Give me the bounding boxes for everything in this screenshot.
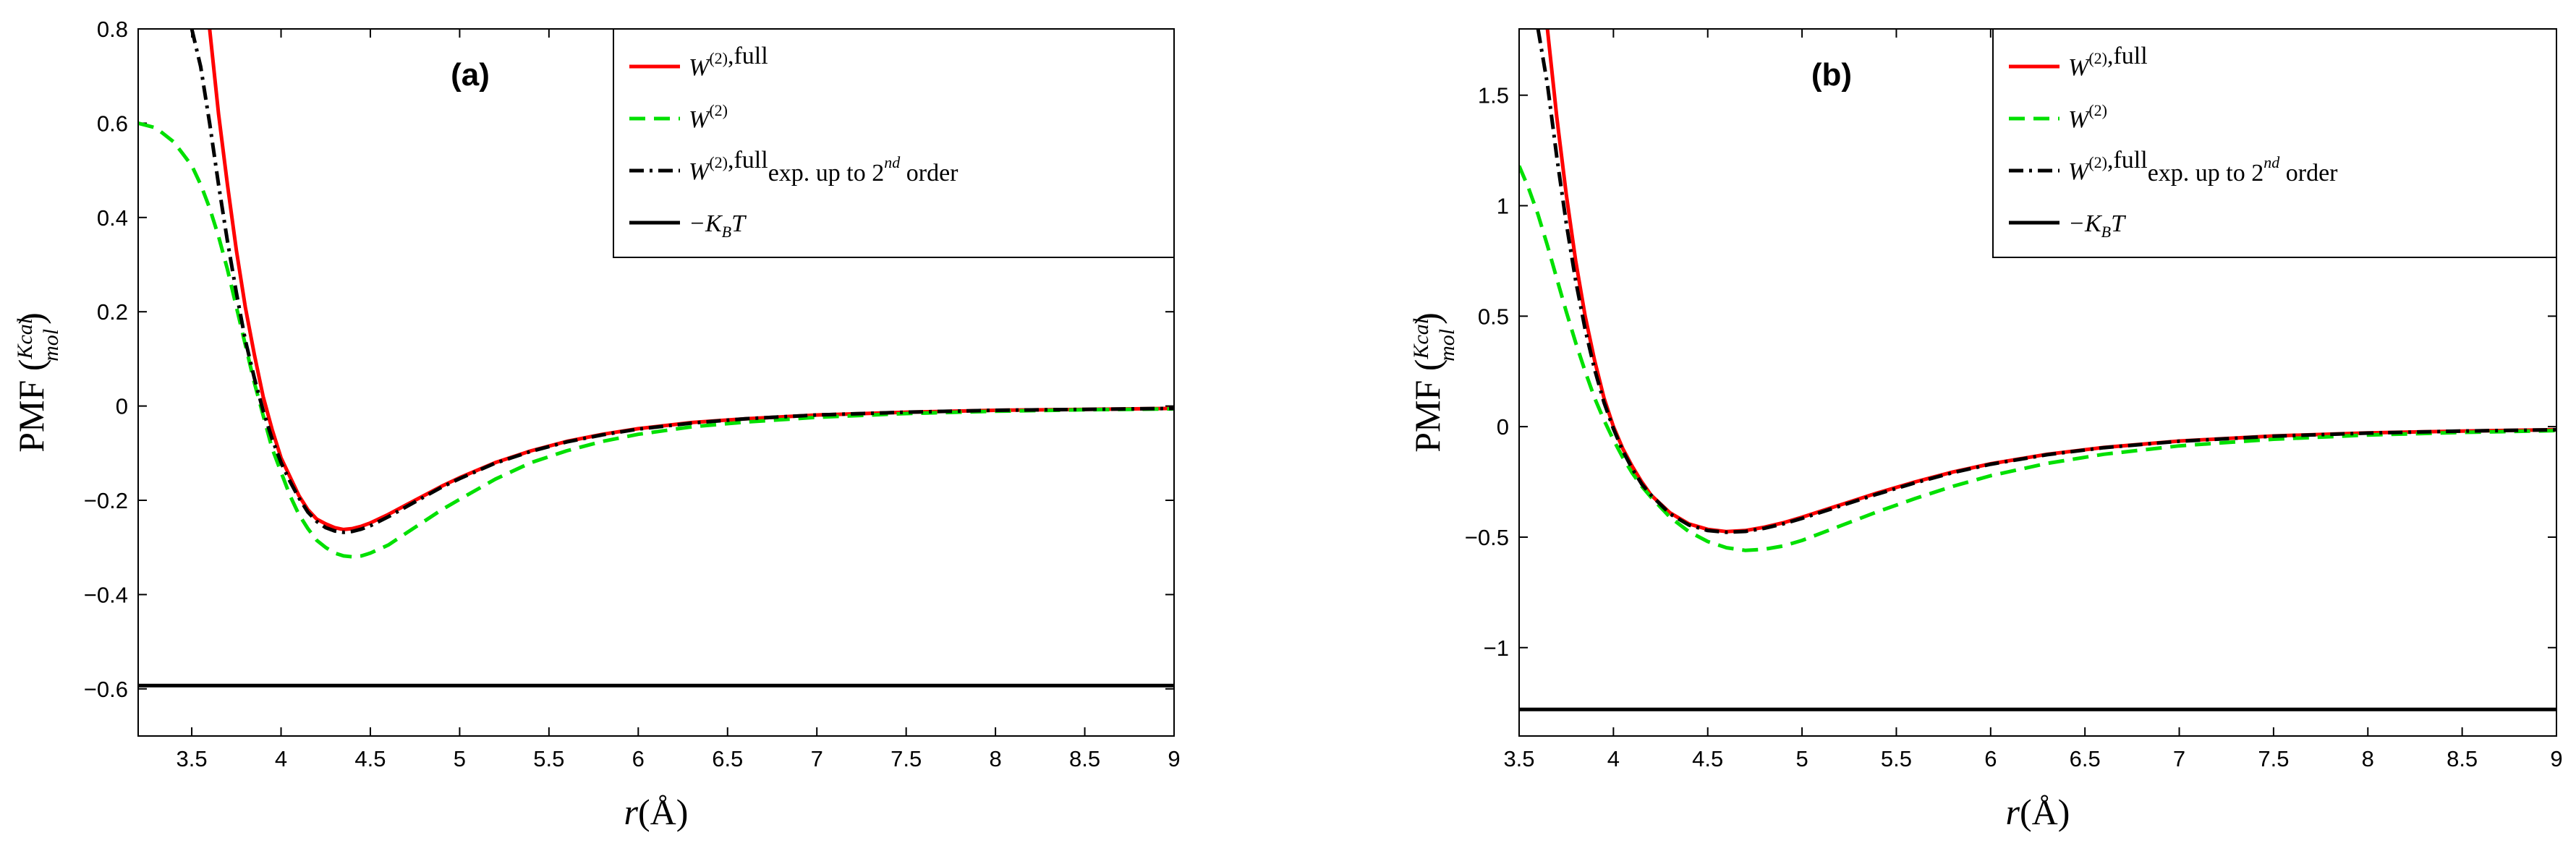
y-tick-label-a-2: 0.4 [97,205,128,231]
legend-a: W(2),full W(2) W(2),fullexp. up to 2nd ord… [613,28,1175,258]
y-axis-title-a: PMF (Kcal mol) [11,312,63,453]
x-tick-label-a-11: 9 [1168,746,1180,771]
x-tick-label-b-1: 4 [1607,746,1620,771]
x-tick-label-a-7: 7 [811,746,823,771]
x-tick-label-a-6: 6.5 [712,746,743,771]
x-tick-label-b-0: 3.5 [1503,746,1534,771]
panel-a: 3.5 4 4.5 5 5.5 6 6.5 7 7.5 8 8.5 9 0.8 0.6 0.4 0.2 0 −0.… [11,17,1181,832]
x-axis-title-a: r(Å) [624,792,689,832]
series-group-b [1519,29,2556,711]
y-tick-label-b-2: 0.5 [1478,304,1509,329]
panel-label-a: (a) [451,57,490,93]
series-line-a-1 [138,121,1174,559]
x-tick-label-b-7: 7 [2173,746,2185,771]
series-line-a-2 [190,29,1174,534]
x-tick-label-a-4: 5.5 [533,746,564,771]
x-tick-label-b-2: 4.5 [1692,746,1723,771]
legend-label-a-2: W(2),fullexp. up to 2nd order [689,147,958,187]
x-tick-label-a-3: 5 [454,746,466,771]
legend-label-b-0: W(2),full [2068,43,2148,81]
y-tick-label-a-6: −0.4 [84,582,128,607]
y-tick-label-a-3: 0.2 [97,299,128,325]
x-tick-label-a-10: 8.5 [1069,746,1100,771]
y-tick-label-a-1: 0.6 [97,111,128,136]
y-tick-label-a-7: −0.6 [84,677,128,702]
y-axis-title-b: PMF (Kcal mol) [1407,312,1459,453]
x-tick-label-a-9: 8 [989,746,1001,771]
x-tick-label-b-10: 8.5 [2447,746,2478,771]
x-tick-label-b-11: 9 [2550,746,2562,771]
y-tick-label-a-4: 0 [116,394,128,419]
x-tick-label-b-3: 5 [1795,746,1808,771]
y-tick-label-b-1: 1 [1497,194,1509,219]
x-tick-label-a-0: 3.5 [177,746,208,771]
legend-label-a-3: −KBT [689,210,747,241]
y-tick-label-a-0: 0.8 [97,17,128,42]
series-group-a [138,29,1174,688]
series-line-a-0 [208,29,1174,531]
legend-box-a [613,28,1175,258]
panel-label-b: (b) [1811,57,1852,93]
y-tick-label-b-5: −1 [1484,636,1509,661]
x-tick-label-a-1: 4 [275,746,287,771]
panel-b: 3.5 4 4.5 5 5.5 6 6.5 7 7.5 8 8.5 9 1.5 1 0.5 0 −0.5 −1 (b… [1407,28,2563,832]
x-tick-label-b-4: 5.5 [1881,746,1912,771]
legend-label-a-0: W(2),full [689,43,768,81]
legend-label-b-2: W(2),fullexp. up to 2nd order [2068,147,2338,187]
y-tick-label-a-5: −0.2 [84,488,128,513]
series-line-b-1 [1519,165,2556,552]
legend-label-b-3: −KBT [2068,210,2126,241]
y-tick-label-b-0: 1.5 [1478,83,1509,108]
x-tick-label-b-6: 6.5 [2070,746,2101,771]
x-tick-label-b-9: 8 [2362,746,2374,771]
legend-label-a-1: W(2) [689,101,728,133]
series-line-b-2 [1536,29,2556,534]
legend-b: W(2),full W(2) W(2),fullexp. up to 2nd ord… [1992,28,2557,258]
legend-label-b-1: W(2) [2068,101,2107,133]
y-tick-label-b-3: 0 [1497,414,1509,440]
legend-box-b [1992,28,2557,258]
x-axis-title-b: r(Å) [2006,792,2070,832]
x-tick-label-b-5: 6 [1984,746,1997,771]
x-tick-label-a-8: 7.5 [890,746,922,771]
x-tick-label-a-5: 6 [632,746,645,771]
x-tick-label-a-2: 4.5 [354,746,386,771]
y-tick-label-b-4: −0.5 [1465,525,1509,550]
x-tick-label-b-8: 7.5 [2258,746,2289,771]
